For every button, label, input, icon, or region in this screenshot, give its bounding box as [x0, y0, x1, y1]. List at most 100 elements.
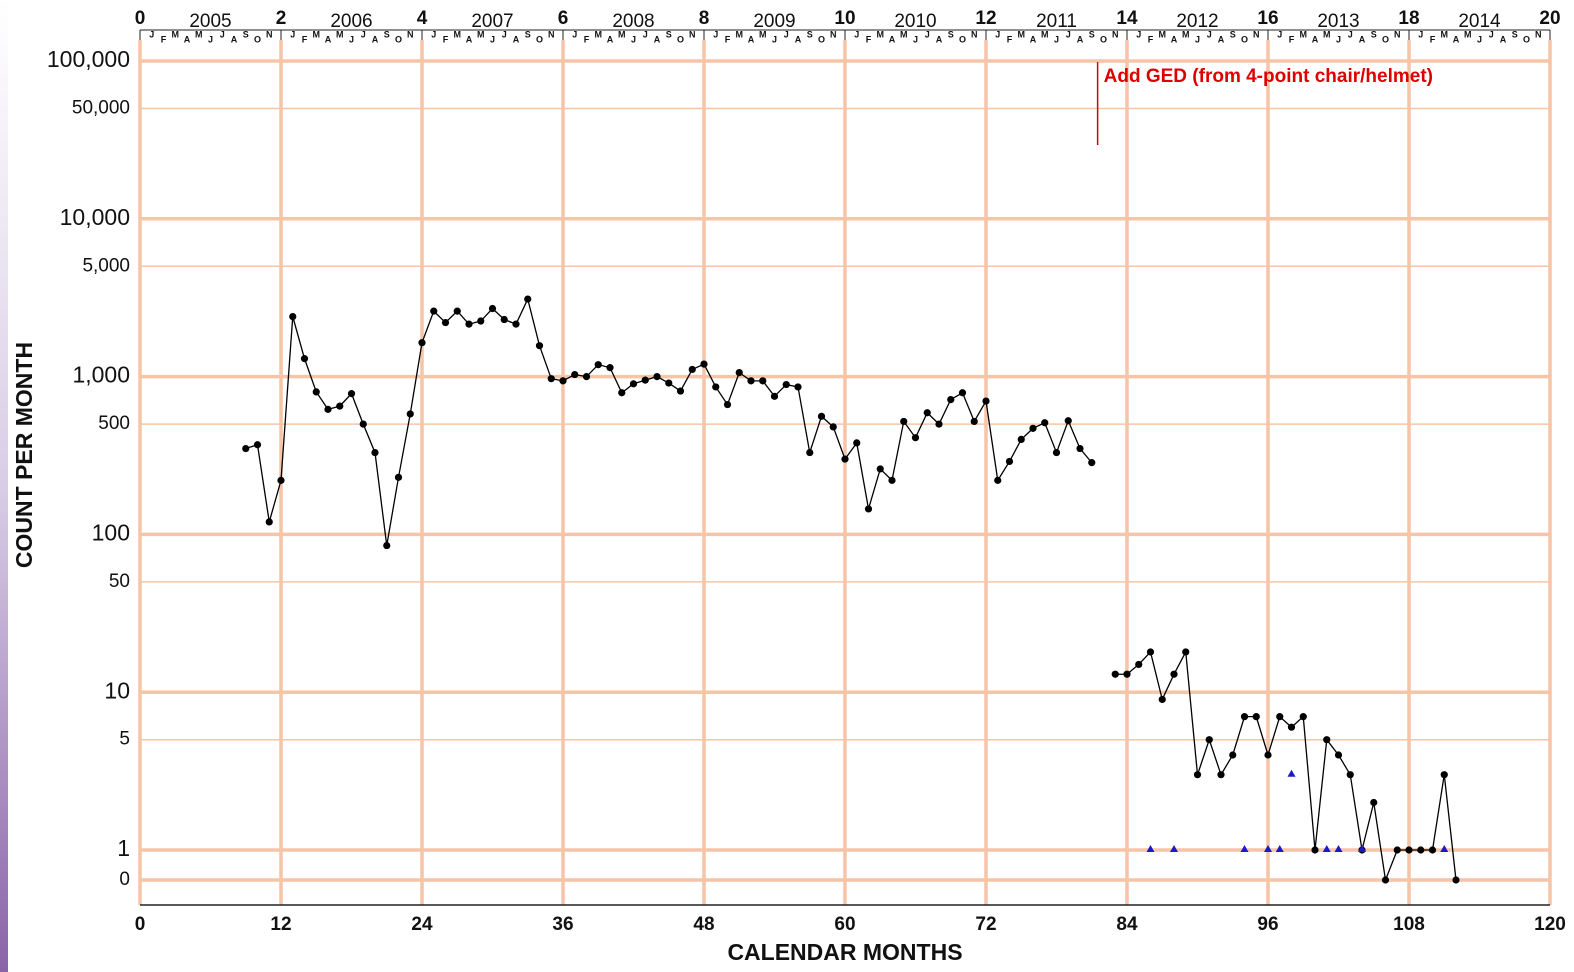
- point: [794, 383, 802, 391]
- year-label: 2010: [894, 11, 936, 32]
- month-letter: F: [302, 34, 308, 44]
- y-tick-label: 50: [109, 571, 130, 592]
- point: [277, 476, 285, 484]
- month-letter: N: [548, 29, 555, 39]
- point: [1252, 713, 1260, 721]
- point: [1322, 845, 1331, 852]
- x2-tick-label: 18: [1398, 8, 1419, 29]
- month-letter: A: [1218, 34, 1225, 44]
- point: [1264, 845, 1272, 852]
- point: [1240, 713, 1249, 721]
- month-letter: M: [1041, 29, 1049, 39]
- point: [1135, 660, 1143, 669]
- edge-strip: [0, 0, 8, 972]
- point: [1287, 769, 1296, 777]
- point: [853, 439, 861, 447]
- x2-tick-label: 12: [975, 8, 996, 29]
- month-letter: N: [407, 29, 414, 39]
- month-letter: S: [1230, 29, 1236, 39]
- month-letter: M: [1441, 29, 1449, 39]
- month-letter: A: [936, 34, 943, 44]
- point: [547, 375, 555, 383]
- point: [676, 387, 685, 395]
- month-letter: J: [784, 29, 789, 39]
- month-letter: M: [595, 29, 603, 39]
- point: [1370, 798, 1378, 807]
- point: [359, 420, 367, 428]
- month-letter: A: [513, 34, 520, 44]
- month-letter: J: [1348, 29, 1353, 39]
- y-tick-label: 500: [98, 413, 130, 434]
- point: [1205, 736, 1213, 744]
- point: [1323, 736, 1331, 744]
- point: [1440, 845, 1449, 852]
- point: [618, 389, 626, 397]
- y-tick-label: 100,000: [47, 46, 130, 72]
- month-letter: J: [1277, 29, 1282, 39]
- point: [453, 307, 461, 315]
- month-letter: N: [830, 29, 837, 39]
- month-letter: S: [807, 29, 813, 39]
- x2-tick-label: 20: [1539, 8, 1560, 29]
- month-letter: J: [1418, 29, 1423, 39]
- point: [441, 318, 450, 327]
- month-letter: M: [1159, 29, 1167, 39]
- point: [1146, 648, 1155, 656]
- point: [347, 390, 356, 398]
- month-letter: F: [725, 34, 731, 44]
- point: [500, 315, 508, 324]
- point: [265, 518, 273, 526]
- month-letter: F: [1430, 34, 1436, 44]
- x2-tick-label: 0: [135, 8, 146, 29]
- point: [406, 410, 414, 418]
- month-letter: M: [1182, 29, 1190, 39]
- month-letter: M: [1018, 29, 1026, 39]
- year-label: 2014: [1458, 11, 1501, 32]
- month-letter: N: [266, 29, 273, 39]
- point: [641, 376, 649, 384]
- month-letter: O: [1100, 34, 1107, 44]
- point: [1076, 444, 1084, 453]
- month-letter: S: [666, 29, 672, 39]
- x-tick-label: 108: [1393, 914, 1425, 935]
- x2-tick-label: 8: [699, 8, 710, 29]
- month-letter: M: [1323, 29, 1331, 39]
- point: [782, 380, 790, 389]
- month-letter: S: [384, 29, 390, 39]
- month-letter: F: [1289, 34, 1295, 44]
- year-label: 2007: [471, 11, 513, 32]
- x-axis-label: CALENDAR MONTHS: [727, 939, 962, 965]
- point: [817, 412, 826, 420]
- month-letter: M: [1464, 29, 1472, 39]
- month-letter: O: [254, 34, 261, 44]
- month-letter: J: [361, 29, 366, 39]
- month-letter: N: [1394, 29, 1401, 39]
- point: [606, 364, 614, 372]
- point: [488, 304, 497, 313]
- series-line: [245, 297, 1093, 546]
- point: [594, 361, 602, 369]
- month-letter: O: [818, 34, 825, 44]
- y-tick-label: 10,000: [60, 204, 130, 230]
- year-label: 2012: [1176, 11, 1218, 32]
- month-letter: A: [654, 34, 661, 44]
- point: [653, 373, 661, 381]
- month-letter: J: [772, 34, 777, 44]
- month-letter: O: [1382, 34, 1389, 44]
- month-letter: F: [161, 34, 167, 44]
- point: [970, 417, 978, 426]
- month-letter: M: [477, 29, 485, 39]
- point: [1217, 771, 1225, 779]
- y-tick-label: 1: [117, 835, 130, 861]
- point: [1452, 876, 1460, 884]
- month-letter: A: [372, 34, 379, 44]
- x-tick-label: 84: [1116, 914, 1138, 935]
- month-letter: F: [1007, 34, 1013, 44]
- point: [629, 380, 638, 388]
- month-letter: M: [172, 29, 180, 39]
- month-letter: A: [795, 34, 802, 44]
- month-letter: A: [1030, 34, 1037, 44]
- x-tick-label: 72: [975, 914, 996, 935]
- month-letter: M: [759, 29, 767, 39]
- point: [1170, 845, 1178, 852]
